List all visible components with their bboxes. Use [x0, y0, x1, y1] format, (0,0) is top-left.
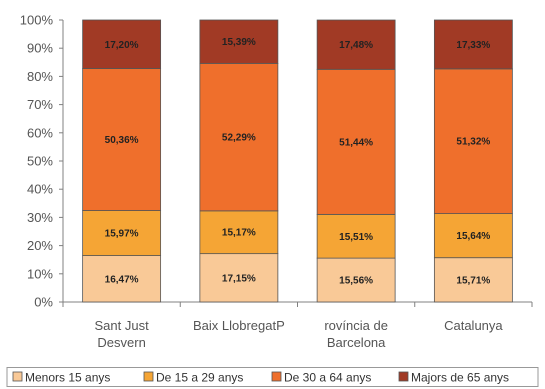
- bar-segment: [316, 19, 396, 70]
- data-label: 51,44%: [339, 137, 373, 148]
- data-label: 17,48%: [339, 40, 373, 51]
- y-tick-label: 0%: [34, 295, 53, 310]
- y-tick-label: 50%: [27, 154, 53, 169]
- data-label: 15,64%: [456, 231, 490, 242]
- data-label: 17,20%: [105, 40, 139, 51]
- bar-segment: [433, 19, 513, 70]
- category-label: Catalunya: [444, 318, 503, 333]
- bar-segment: [82, 19, 162, 69]
- data-label: 15,51%: [339, 232, 373, 243]
- legend-label: Majors de 65 anys: [411, 371, 509, 385]
- data-label: 52,29%: [222, 133, 256, 144]
- legend-swatch: [143, 371, 154, 382]
- legend-label: Menors 15 anys: [25, 371, 110, 385]
- category-label: Sant Just: [95, 318, 150, 333]
- bar-segment: [199, 210, 279, 255]
- legend-swatch: [12, 371, 23, 382]
- bar-segment: [199, 19, 279, 64]
- legend-swatch: [398, 371, 409, 382]
- data-label: 17,33%: [456, 40, 490, 51]
- category-label: Barcelona: [327, 335, 386, 350]
- data-label: 16,47%: [105, 274, 139, 285]
- bar-segment: [316, 257, 396, 303]
- data-label: 15,97%: [105, 229, 139, 240]
- y-tick-label: 30%: [27, 210, 53, 225]
- data-label: 50,36%: [105, 135, 139, 146]
- bar-segment: [433, 68, 513, 214]
- bar-segment: [199, 62, 279, 212]
- legend-swatch: [271, 371, 282, 382]
- data-label: 51,32%: [456, 137, 490, 148]
- bar-segment: [316, 68, 396, 215]
- bar-segment: [433, 213, 513, 259]
- legend: Menors 15 anys De 15 a 29 anys De 30 a 64 …: [6, 367, 539, 387]
- y-tick-label: 20%: [27, 238, 53, 253]
- plot-area: 0% 10% 20% 30% 40% 50% 60% 70% 80% 90% 100% 16,47% 1…: [20, 13, 533, 350]
- data-label: 15,71%: [456, 275, 490, 286]
- bar-segment: [199, 253, 279, 303]
- y-tick-label: 10%: [27, 266, 53, 281]
- y-tick-label: 100%: [20, 13, 54, 28]
- y-tick-label: 70%: [27, 97, 53, 112]
- category-label: Desvern: [97, 335, 145, 350]
- y-tick-label: 40%: [27, 182, 53, 197]
- data-label: 15,39%: [222, 37, 256, 48]
- bar-segment: [433, 257, 513, 303]
- y-tick-label: 90%: [27, 41, 53, 56]
- data-label: 15,17%: [222, 228, 256, 239]
- data-label: 17,15%: [222, 273, 256, 284]
- legend-label: De 15 a 29 anys: [156, 371, 243, 385]
- y-tick-label: 60%: [27, 125, 53, 140]
- bar-segment: [316, 213, 396, 259]
- y-tick-label: 80%: [27, 69, 53, 84]
- data-label: 15,56%: [339, 276, 373, 287]
- legend-label: De 30 a 64 anys: [284, 371, 371, 385]
- category-label: Baix LlobregatP: [193, 318, 285, 333]
- category-label: rovíncia de: [324, 318, 388, 333]
